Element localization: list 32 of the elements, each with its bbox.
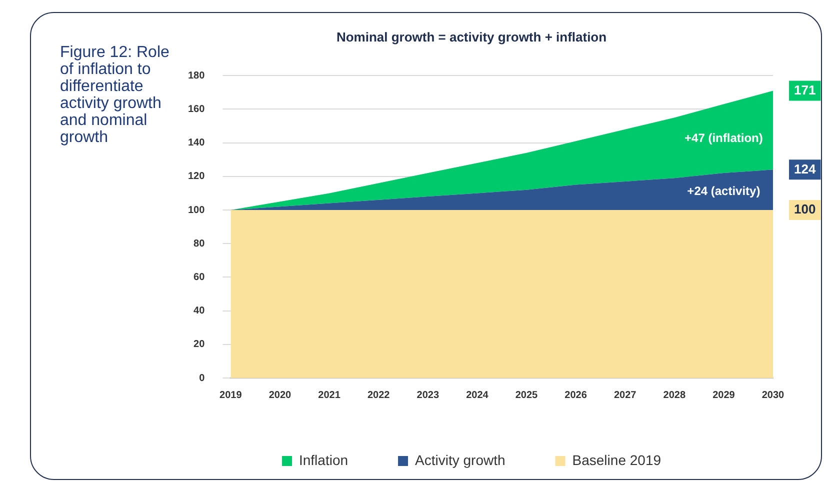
x-tick-label: 2022 xyxy=(367,390,390,401)
x-tick-label: 2024 xyxy=(466,390,489,401)
y-tick-label: 180 xyxy=(188,70,206,82)
legend-label: Inflation xyxy=(298,452,348,468)
annotation: +47 (inflation) xyxy=(684,130,763,145)
annotation: +24 (activity) xyxy=(687,184,760,198)
x-tick-label: 2021 xyxy=(318,390,341,401)
x-tick-label: 2030 xyxy=(762,390,785,401)
legend-label: Baseline 2019 xyxy=(572,452,662,468)
y-tick-label: 140 xyxy=(188,138,206,149)
x-tick-label: 2023 xyxy=(416,390,440,401)
x-tick-label: 2019 xyxy=(220,390,242,401)
x-tick-label: 2020 xyxy=(268,390,292,401)
y-tick-label: 60 xyxy=(194,272,206,283)
y-tick-label: 0 xyxy=(199,372,206,384)
y-tick-label: 20 xyxy=(194,339,206,350)
x-tick-label: 2025 xyxy=(515,390,538,401)
y-tick-label: 80 xyxy=(194,238,206,250)
annotation: 100 xyxy=(794,202,816,217)
legend-label: Activity growth xyxy=(415,452,506,468)
y-tick-label: 160 xyxy=(188,104,206,115)
chart-title: Nominal growth = activity growth + inflation xyxy=(336,29,607,44)
x-tick-label: 2026 xyxy=(564,390,588,401)
y-tick-label: 120 xyxy=(188,171,206,182)
x-tick-label: 2029 xyxy=(712,390,736,401)
y-tick-label: 100 xyxy=(188,204,206,216)
y-tick-label: 40 xyxy=(194,306,206,317)
x-tick-label: 2028 xyxy=(663,390,686,401)
caption: Figure 12: Role of inflation to differentiate activity growth and nominal growth xyxy=(60,44,170,146)
annotation: 171 xyxy=(794,82,816,98)
annotation: 124 xyxy=(794,161,816,176)
x-tick-label: 2027 xyxy=(614,390,637,401)
